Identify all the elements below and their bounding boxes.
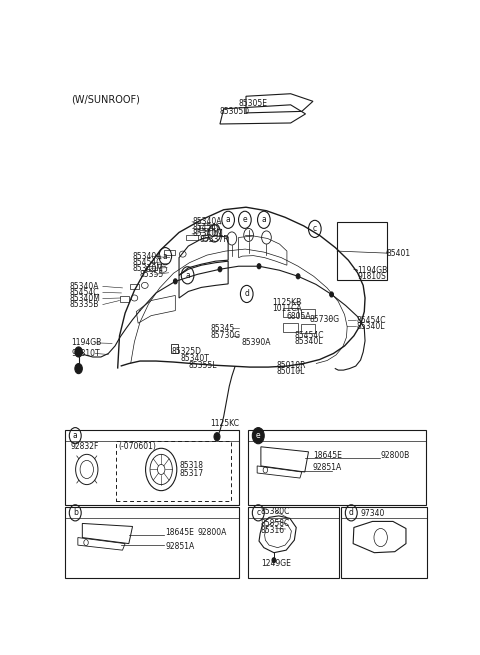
Text: 1249GE: 1249GE [261, 559, 291, 569]
Text: c: c [313, 225, 317, 233]
Text: 6805A: 6805A [287, 312, 312, 321]
Circle shape [257, 264, 261, 269]
Text: 92800A: 92800A [198, 528, 227, 537]
Bar [248, 507, 339, 578]
Text: 91810T: 91810T [71, 349, 100, 358]
Bar [65, 507, 239, 578]
Circle shape [214, 433, 220, 441]
Bar [120, 297, 129, 301]
Bar [65, 430, 239, 505]
Text: 1125KC: 1125KC [211, 419, 240, 428]
Text: 85325D: 85325D [172, 347, 202, 356]
Text: a: a [262, 215, 266, 224]
Text: 92851A: 92851A [313, 464, 342, 472]
Bar [145, 266, 155, 271]
Bar [248, 430, 426, 505]
Text: b: b [212, 229, 217, 238]
Text: 91810S: 91810S [358, 272, 386, 281]
Text: 85317: 85317 [179, 468, 203, 477]
Bar [171, 345, 178, 354]
Text: d: d [349, 508, 354, 517]
Text: a: a [226, 215, 230, 224]
Bar [199, 225, 212, 230]
Text: 18645E: 18645E [313, 451, 342, 460]
Text: 85340M: 85340M [192, 229, 223, 238]
Circle shape [75, 347, 83, 357]
Text: 85454C: 85454C [69, 288, 99, 297]
Text: 85380C: 85380C [261, 507, 290, 516]
Bar [116, 441, 231, 500]
Text: 85340L: 85340L [357, 322, 385, 331]
Text: 85340T: 85340T [181, 354, 210, 362]
Text: a: a [185, 271, 190, 280]
Circle shape [252, 428, 264, 443]
Text: 1194GB: 1194GB [358, 266, 388, 274]
Text: 85340M: 85340M [69, 294, 100, 303]
Bar [130, 284, 139, 289]
Circle shape [296, 274, 300, 279]
Text: 85345: 85345 [211, 324, 235, 333]
Text: 92851A: 92851A [165, 542, 194, 551]
Text: 85305D: 85305D [220, 107, 250, 116]
Bar [301, 324, 315, 333]
Text: 85858C: 85858C [261, 519, 290, 528]
Text: 85355: 85355 [140, 270, 164, 279]
Circle shape [173, 279, 177, 284]
Text: 85340A: 85340A [69, 282, 99, 291]
Text: 85337R: 85337R [200, 236, 229, 244]
Circle shape [272, 558, 276, 563]
Text: 85401: 85401 [386, 249, 411, 257]
Text: 85340A: 85340A [192, 217, 222, 227]
Text: 85318: 85318 [179, 461, 203, 470]
Bar [283, 323, 298, 332]
Text: 85454C: 85454C [294, 331, 324, 341]
Text: 85340M: 85340M [132, 264, 163, 272]
Text: a: a [73, 431, 78, 440]
Circle shape [330, 292, 334, 297]
Bar [164, 250, 175, 255]
Text: 85454C: 85454C [132, 257, 162, 267]
Text: 1011CA: 1011CA [272, 303, 301, 312]
Circle shape [218, 267, 222, 272]
Bar [301, 309, 315, 318]
Text: 85454C: 85454C [357, 316, 386, 325]
Text: 85316: 85316 [261, 526, 285, 535]
Text: 85010R: 85010R [277, 360, 306, 369]
Text: e: e [256, 431, 261, 440]
Text: e: e [242, 215, 247, 224]
Text: 1125KB: 1125KB [272, 297, 301, 307]
Text: 92800B: 92800B [381, 451, 410, 460]
Text: 85335B: 85335B [69, 300, 99, 309]
Text: a: a [163, 252, 168, 261]
Text: 92832F: 92832F [71, 442, 99, 451]
Text: d: d [244, 290, 249, 299]
Text: 1194GB: 1194GB [71, 339, 101, 347]
Bar [341, 507, 427, 578]
Text: 18645E: 18645E [165, 528, 194, 537]
Text: 85390A: 85390A [241, 339, 271, 347]
Text: 85355L: 85355L [188, 360, 217, 369]
Bar [283, 308, 298, 317]
Text: 85340L: 85340L [294, 337, 323, 346]
Text: (-070601): (-070601) [119, 442, 156, 451]
Bar [186, 235, 198, 240]
Text: 85730G: 85730G [211, 331, 241, 341]
Text: 85010L: 85010L [277, 367, 305, 375]
Text: (W/SUNROOF): (W/SUNROOF) [71, 95, 140, 105]
Text: 85730G: 85730G [310, 314, 340, 324]
Text: 85305E: 85305E [239, 100, 267, 108]
Text: b: b [73, 508, 78, 517]
Text: 85340A: 85340A [132, 252, 162, 261]
Circle shape [75, 364, 83, 373]
Bar [337, 222, 387, 280]
Text: 85454C: 85454C [192, 223, 222, 233]
Text: c: c [256, 508, 260, 517]
Text: 97340: 97340 [360, 509, 384, 518]
